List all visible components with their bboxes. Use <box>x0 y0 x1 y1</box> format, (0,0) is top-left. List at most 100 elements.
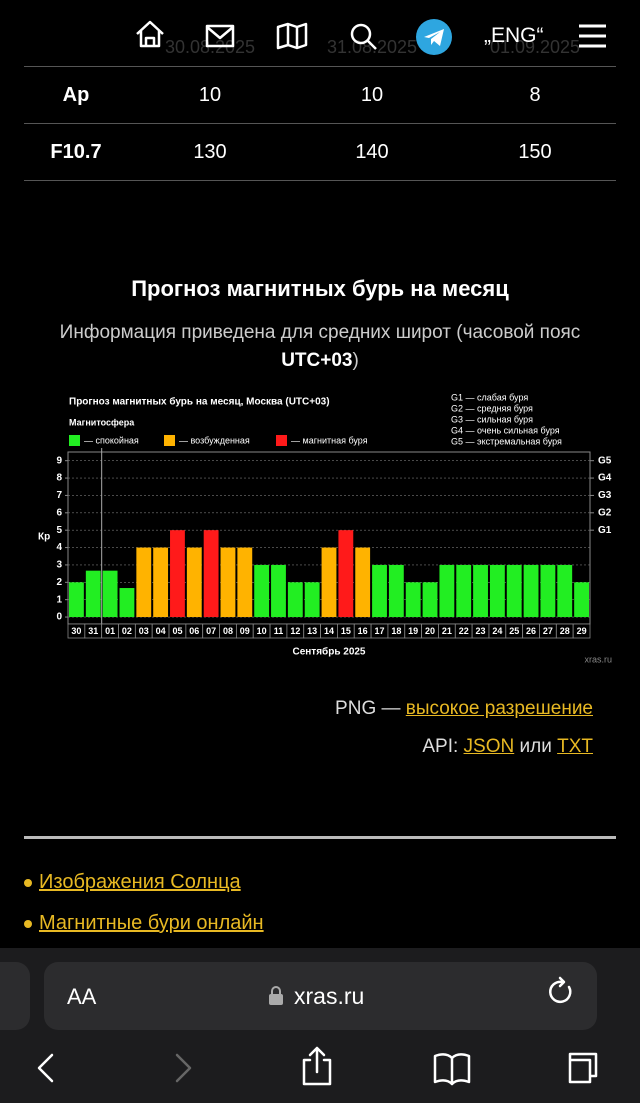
menu-icon[interactable] <box>579 24 606 48</box>
x-tick-label: 18 <box>391 626 401 636</box>
chart-subtitle: Магнитосфера <box>69 417 135 427</box>
row-divider <box>24 66 616 67</box>
forward-button[interactable] <box>175 1053 192 1083</box>
bar <box>220 547 236 618</box>
x-label-cell <box>572 623 591 639</box>
legend-swatch <box>276 435 287 446</box>
bar <box>186 547 202 618</box>
scale-legend: G4 — очень сильная буря <box>451 425 560 435</box>
share-button[interactable] <box>302 1046 332 1086</box>
bar <box>321 547 337 618</box>
y-tick-label: 3 <box>56 560 62 571</box>
telegram-icon[interactable] <box>416 19 452 55</box>
bar <box>456 564 472 618</box>
bar <box>372 564 387 618</box>
table-cell: 8 <box>529 84 541 106</box>
table-cell: 10 <box>198 84 222 106</box>
search-icon[interactable] <box>350 23 377 50</box>
bar <box>102 570 118 618</box>
subtitle-end: ) <box>352 350 359 371</box>
x-tick-label: 21 <box>442 626 452 636</box>
timezone: UTC+03 <box>281 350 353 371</box>
x-tick-label: 03 <box>139 626 149 636</box>
section-title: Прогноз магнитных бурь на месяц <box>131 276 509 301</box>
browser-icons <box>37 976 598 1086</box>
txt-link[interactable]: TXT <box>557 736 593 757</box>
bar <box>136 547 152 618</box>
x-tick-label: 06 <box>189 626 199 636</box>
back-button[interactable] <box>37 1053 54 1083</box>
bar <box>489 564 505 618</box>
bar <box>254 564 270 618</box>
address-bar[interactable] <box>44 962 597 1030</box>
text-size-button[interactable]: AA <box>67 984 97 1009</box>
legend-label: — спокойная <box>84 435 139 445</box>
x-tick-label: 14 <box>324 626 334 636</box>
bar <box>439 564 455 618</box>
nav-link[interactable]: Магнитные бури онлайн <box>39 912 264 934</box>
api-line: API: JSON или TXT <box>422 736 593 758</box>
home-icon[interactable] <box>136 20 164 48</box>
bar <box>203 530 219 618</box>
y-tick-label: 7 <box>56 490 62 501</box>
chart: Прогноз магнитных бурь на месяц, Москва … <box>38 392 612 664</box>
x-tick-label: 31 <box>88 626 98 636</box>
lock-icon <box>269 986 283 1005</box>
bar <box>338 530 354 618</box>
bar <box>405 582 421 618</box>
bar <box>355 547 371 618</box>
y-tick-label: 4 <box>56 542 62 553</box>
subtitle-text: Информация приведена для средних широт (… <box>59 322 581 343</box>
bar <box>119 588 135 618</box>
x-tick-label: 20 <box>425 626 435 636</box>
x-tick-label: 07 <box>206 626 216 636</box>
nav-link[interactable]: Изображения Солнца <box>39 871 241 893</box>
y-tick-label: 9 <box>56 455 62 466</box>
x-tick-label: 19 <box>408 626 418 636</box>
x-tick-label: 22 <box>459 626 469 636</box>
reload-icon[interactable] <box>549 976 572 1004</box>
language-switch[interactable]: „ENG“ <box>484 24 544 47</box>
bar <box>153 547 169 618</box>
bar <box>506 564 522 618</box>
y2-tick-label: G3 <box>598 490 612 501</box>
tab-preview[interactable] <box>0 962 30 1030</box>
bar <box>85 570 101 618</box>
y-tick-label: 0 <box>56 612 62 623</box>
divider <box>24 836 616 839</box>
bookmarks-button[interactable] <box>433 1053 471 1086</box>
mail-icon[interactable] <box>205 24 235 48</box>
date-header: 31.08.2025 <box>326 37 418 57</box>
png-line: PNG — высокое разрешение <box>335 698 593 720</box>
y2-tick-label: G5 <box>598 455 612 466</box>
y-tick-label: 1 <box>56 594 62 605</box>
bar <box>237 547 253 618</box>
y2-tick-label: G2 <box>598 507 612 518</box>
x-tick-label: 27 <box>543 626 553 636</box>
tabs-button[interactable] <box>568 1052 598 1084</box>
bullet <box>24 920 32 928</box>
row-divider <box>24 123 616 124</box>
y-tick-label: 5 <box>56 525 62 536</box>
row-label: Ap <box>62 84 90 106</box>
x-tick-label: 10 <box>257 626 267 636</box>
png-link[interactable]: высокое разрешение <box>405 698 593 719</box>
x-tick-label: 26 <box>526 626 536 636</box>
bar <box>574 582 589 618</box>
x-tick-label: 05 <box>172 626 182 636</box>
scale-legend: G3 — сильная буря <box>451 414 533 424</box>
x-tick-label: 29 <box>577 626 587 636</box>
scale-legend: G2 — средняя буря <box>451 403 533 413</box>
section-subtitle: Информация приведена для средних широт (… <box>34 319 606 375</box>
row-divider <box>24 180 616 181</box>
api-label: API: <box>422 736 459 757</box>
y2-tick-label: G4 <box>598 473 612 484</box>
nav-bar <box>136 19 606 55</box>
x-tick-label: 23 <box>476 626 486 636</box>
bar <box>388 564 404 618</box>
chart-source: xras.ru <box>584 654 612 664</box>
json-link[interactable]: JSON <box>463 736 515 757</box>
map-icon[interactable] <box>276 22 308 50</box>
bar <box>540 564 556 618</box>
bar <box>422 582 438 618</box>
